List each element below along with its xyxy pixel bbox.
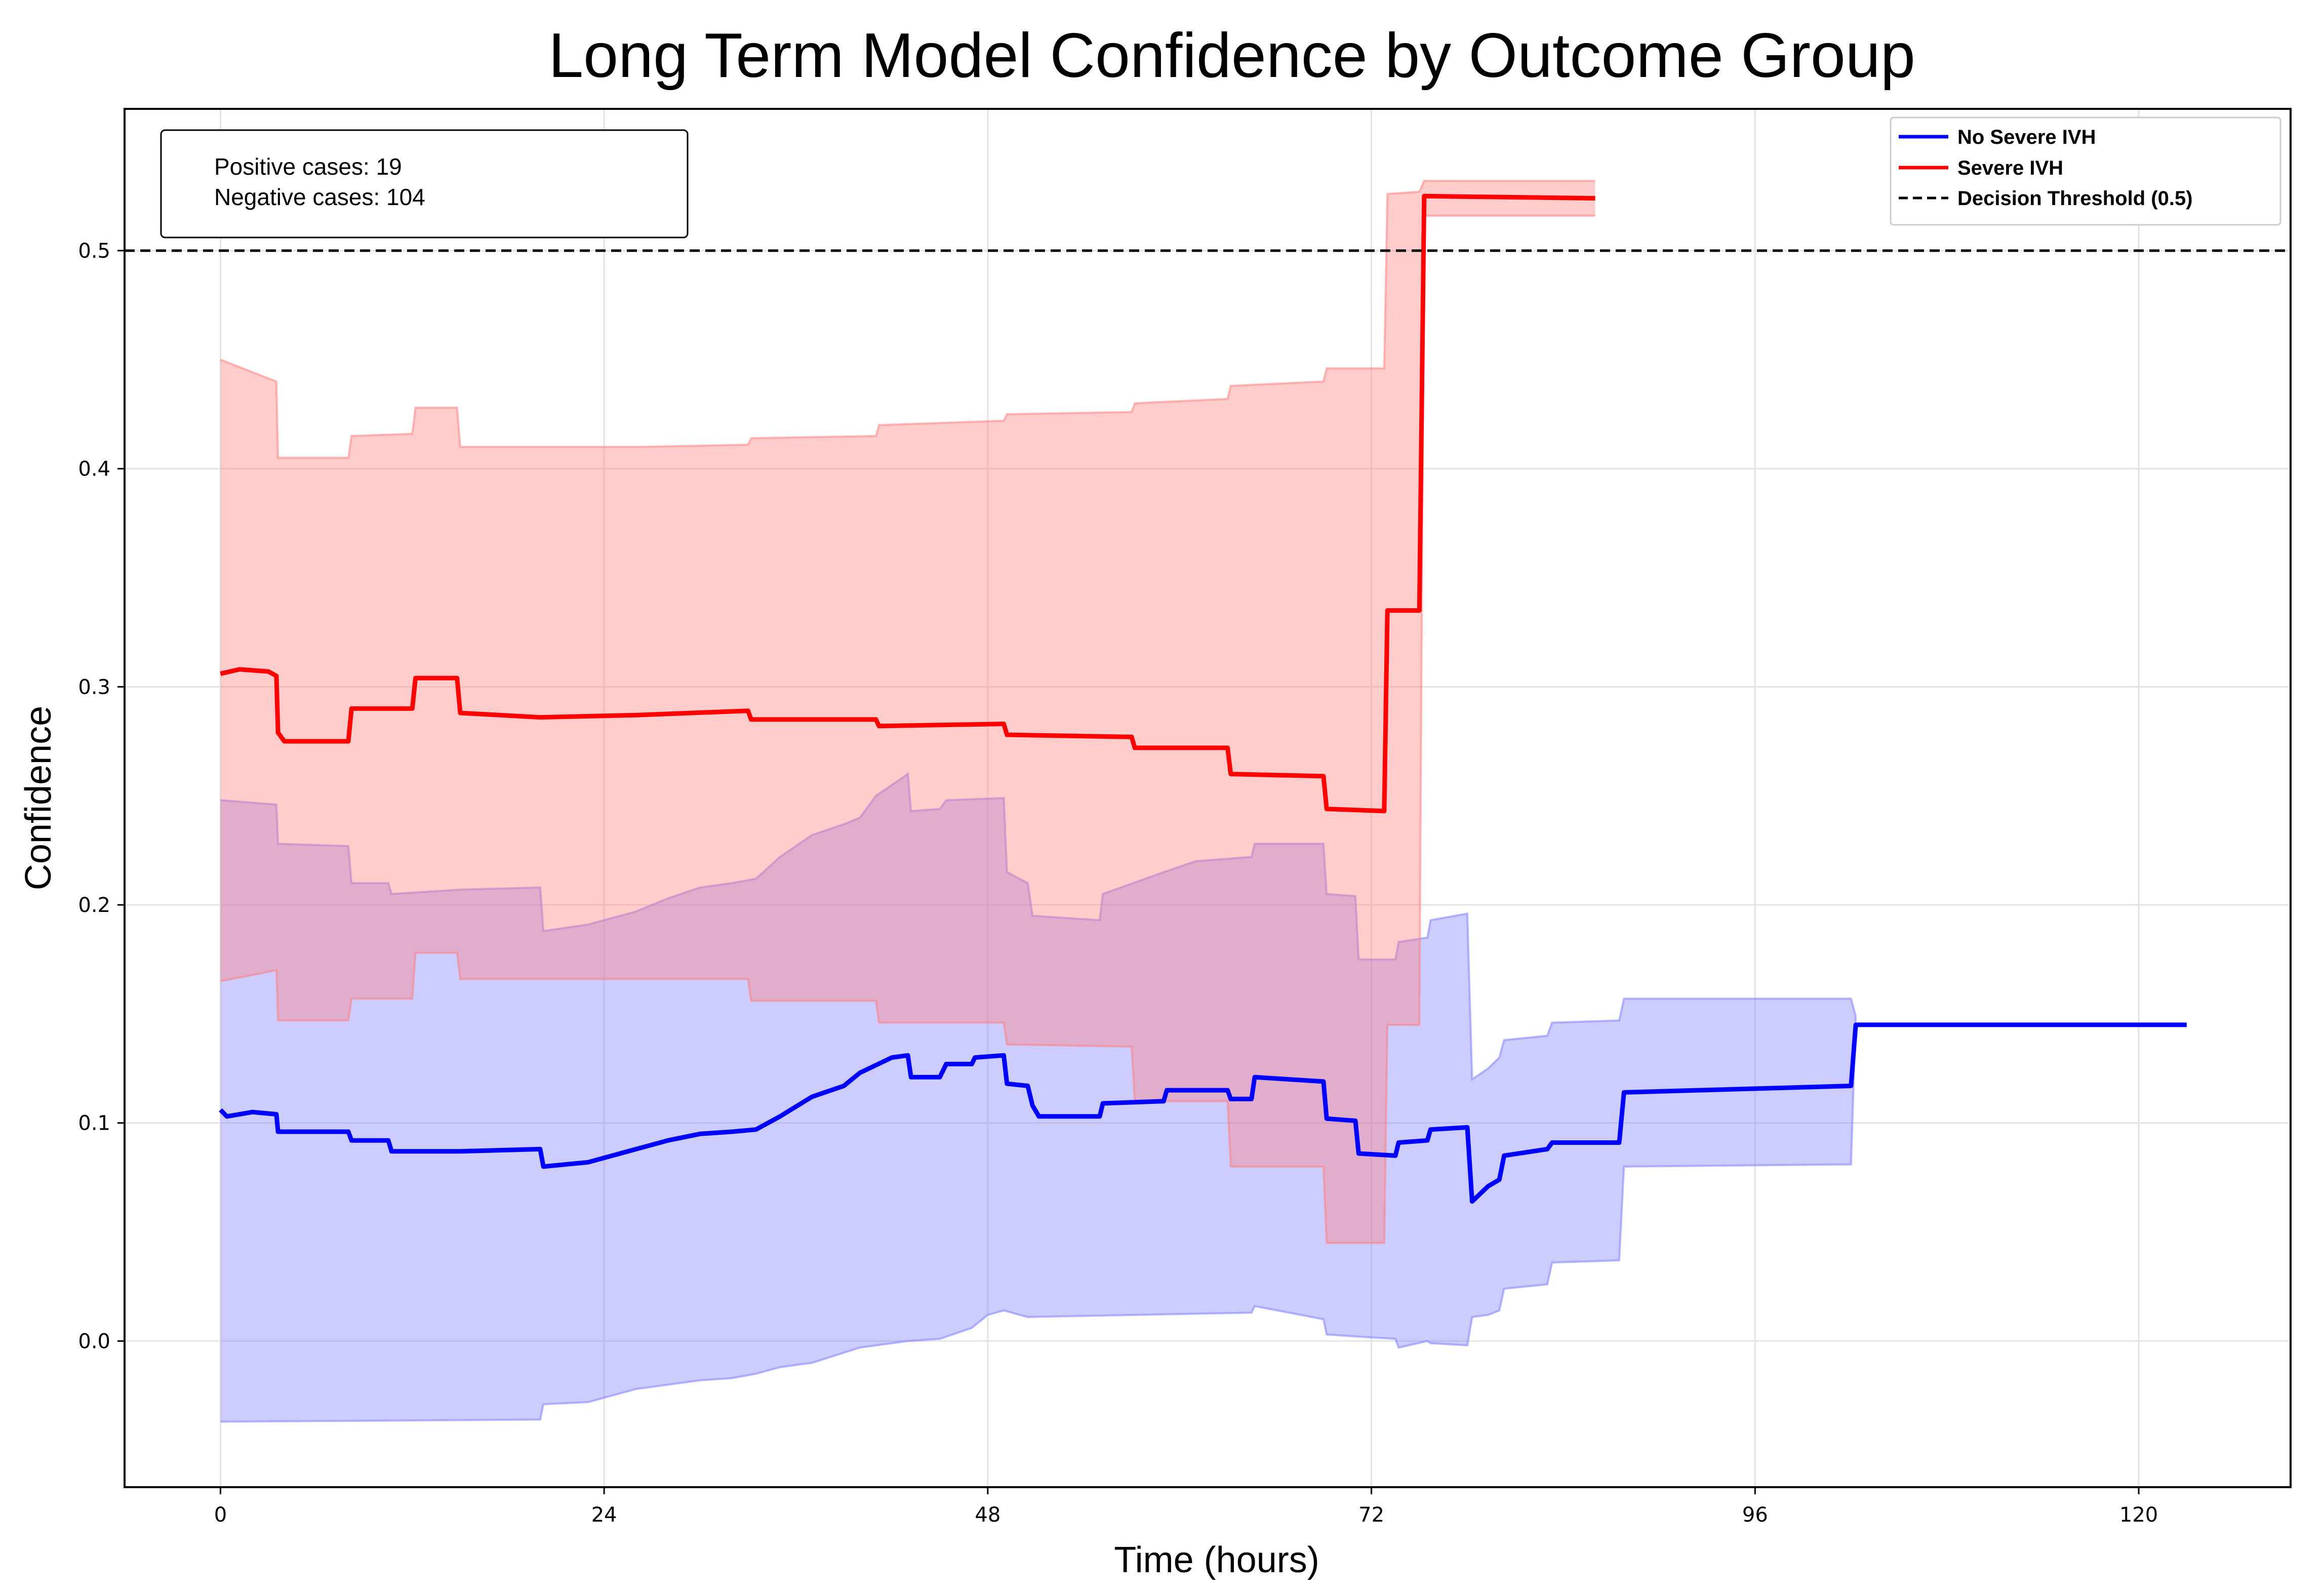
info-box: Positive cases: 19 Negative cases: 104 — [160, 129, 689, 238]
band-lower-edge-no-severe-ivh — [220, 1016, 1857, 1423]
x-tick-label-120: 120 — [2119, 1503, 2158, 1527]
y-axis-label: Confidence — [18, 706, 59, 890]
x-tick-label-0: 0 — [214, 1503, 227, 1527]
y-tick-label-0: 0.0 — [78, 1330, 110, 1353]
legend-label-threshold: Decision Threshold (0.5) — [1957, 187, 2193, 210]
y-tick-label-3: 0.3 — [78, 675, 110, 699]
legend-frame — [1890, 116, 2281, 226]
confidence-bands — [220, 180, 1857, 1423]
negative-cases-text: Negative cases: 104 — [214, 184, 425, 210]
y-tick-label-5: 0.5 — [78, 240, 110, 263]
y-tick-label-4: 0.4 — [78, 458, 110, 481]
y-axis-ticks: 0.0 0.1 0.2 0.3 0.4 0.5 — [78, 240, 125, 1353]
chart-title: Long Term Model Confidence by Outcome Gr… — [548, 21, 1915, 91]
band-no-severe-ivh — [220, 774, 1856, 1422]
info-box-frame — [160, 129, 689, 238]
legend-label-severe-ivh: Severe IVH — [1957, 157, 2063, 179]
y-tick-label-1: 0.1 — [78, 1112, 110, 1135]
x-axis-ticks: 0 24 48 72 96 120 — [214, 1487, 2158, 1527]
positive-cases-text: Positive cases: 19 — [214, 153, 402, 180]
y-tick-label-2: 0.2 — [78, 894, 110, 917]
band-lower-edge-severe-ivh — [220, 215, 1595, 1244]
plot-frame — [124, 108, 2292, 1488]
mean-line-no-severe-ivh — [219, 1022, 2187, 1204]
band-upper-edge-no-severe-ivh — [220, 772, 1857, 1082]
x-tick-label-48: 48 — [975, 1503, 1000, 1527]
x-tick-label-72: 72 — [1358, 1503, 1384, 1527]
x-tick-label-24: 24 — [591, 1503, 617, 1527]
mean-line-severe-ivh — [220, 193, 1595, 814]
legend: No Severe IVH Severe IVH Decision Thresh… — [1890, 116, 2281, 226]
legend-label-no-severe-ivh: No Severe IVH — [1957, 126, 2096, 148]
band-severe-ivh — [220, 181, 1595, 1243]
x-axis-label: Time (hours) — [1114, 1540, 1319, 1580]
band-upper-edge-severe-ivh — [220, 180, 1595, 459]
x-tick-label-96: 96 — [1742, 1503, 1768, 1527]
mean-lines — [219, 193, 2187, 1204]
